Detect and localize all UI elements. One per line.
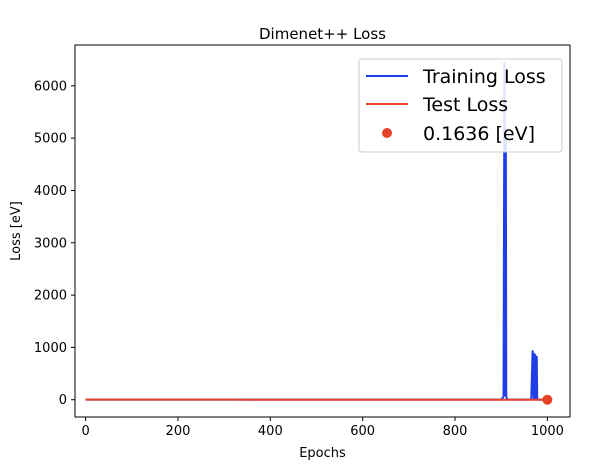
y-axis-label: Loss [eV] (9, 201, 24, 261)
y-tick-label: 6000 (34, 79, 67, 94)
plot-frame (74, 44, 571, 418)
x-tick-label: 400 (258, 424, 283, 439)
x-tick-label: 1000 (531, 424, 564, 439)
y-tick-label: 2000 (34, 289, 67, 304)
series-lines (85, 61, 548, 401)
final-value-point (542, 394, 553, 405)
legend-label-training: Training Loss (422, 66, 546, 88)
y-tick-label: 1000 (34, 341, 67, 356)
y-tick-label: 0 (59, 393, 67, 408)
y-tick-label: 4000 (34, 184, 67, 199)
x-axis-ticks: 0 200 400 600 800 1000 (81, 417, 564, 439)
legend-swatch-final-value (382, 128, 392, 138)
plot-area (74, 44, 571, 418)
x-tick-label: 800 (443, 424, 468, 439)
x-tick-label: 200 (166, 424, 191, 439)
x-tick-label: 0 (81, 424, 89, 439)
legend-label-test: Test Loss (422, 94, 508, 116)
legend: Training Loss Test Loss 0.1636 [eV] (358, 58, 563, 153)
y-axis-ticks: 0 1000 2000 3000 4000 5000 6000 (34, 79, 75, 408)
chart-title: Dimenet++ Loss (259, 25, 386, 43)
legend-label-final-value: 0.1636 [eV] (423, 123, 535, 145)
x-tick-label: 600 (350, 424, 375, 439)
x-axis-label: Epochs (299, 446, 346, 461)
y-tick-label: 3000 (34, 236, 67, 251)
legend-box (358, 58, 563, 153)
y-tick-label: 5000 (34, 132, 67, 147)
